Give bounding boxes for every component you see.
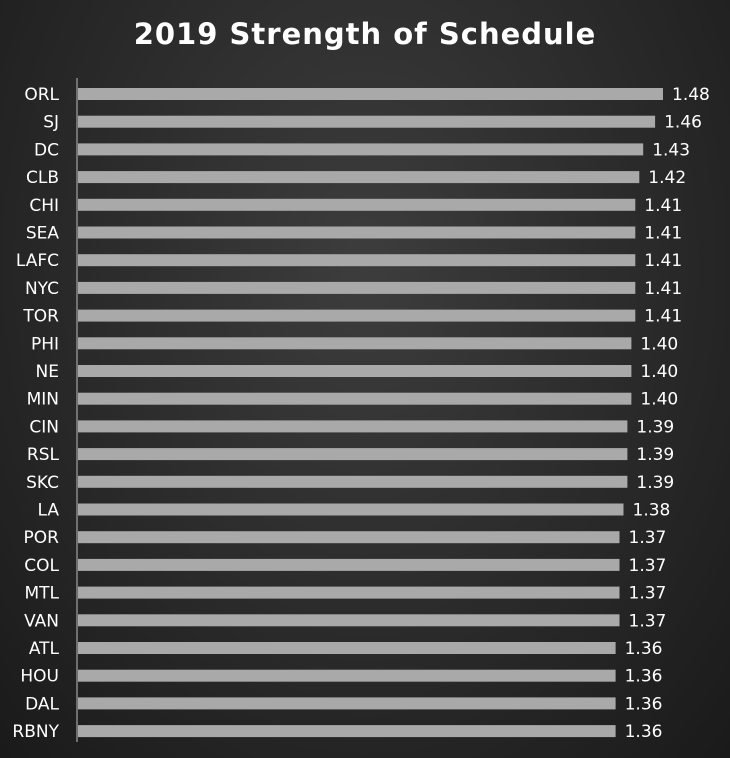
category-label-hou: HOU: [20, 667, 59, 687]
bar-rsl: [78, 448, 628, 461]
value-label-orl: 1.48: [672, 85, 710, 105]
bar-nyc: [78, 281, 636, 294]
value-label-lafc: 1.41: [644, 251, 682, 271]
value-label-tor: 1.41: [644, 307, 682, 327]
category-label-sea: SEA: [26, 224, 60, 244]
value-label-dal: 1.36: [625, 694, 663, 714]
bar-atl: [78, 642, 616, 654]
bar-chi: [78, 198, 636, 211]
bar-col: [78, 558, 620, 571]
value-label-hou: 1.36: [625, 667, 663, 687]
bar-sj: [78, 115, 656, 128]
value-label-dc: 1.43: [652, 140, 690, 160]
bar-dal: [78, 697, 616, 710]
bars-group: [78, 88, 663, 738]
value-label-van: 1.37: [629, 611, 667, 631]
value-label-atl: 1.36: [625, 639, 663, 659]
category-label-phi: PHI: [31, 334, 59, 354]
bar-skc: [78, 475, 628, 488]
value-label-la: 1.38: [633, 501, 671, 521]
category-labels-group: ORL SJ DC CLB CHI SEA LAFC NYC TOR PHI NE MIN CIN RSL…: [12, 85, 59, 742]
value-label-col: 1.37: [629, 556, 667, 576]
bar-sea: [78, 226, 636, 239]
value-label-clb: 1.42: [648, 168, 686, 188]
value-label-ne: 1.40: [640, 362, 678, 382]
category-label-lafc: LAFC: [16, 251, 59, 271]
value-labels-group: 1.48 1.46 1.43 1.42 1.41 1.41 1.41 1.41 1.41 1.40…: [625, 85, 710, 742]
category-label-ne: NE: [36, 362, 59, 382]
category-label-la: LA: [38, 501, 60, 521]
chart-title: 2019 Strength of Schedule: [134, 17, 597, 51]
category-label-chi: CHI: [29, 196, 59, 216]
bar-phi: [78, 337, 632, 350]
category-label-clb: CLB: [26, 168, 59, 188]
bar-dc: [78, 143, 644, 156]
value-label-min: 1.40: [640, 390, 678, 410]
bar-cin: [78, 420, 628, 433]
bar-clb: [78, 171, 640, 184]
value-label-skc: 1.39: [636, 473, 674, 493]
category-label-rsl: RSL: [27, 445, 60, 465]
category-label-min: MIN: [27, 390, 59, 410]
bar-mtl: [78, 586, 620, 599]
bar-hou: [78, 669, 616, 682]
category-label-cin: CIN: [29, 417, 59, 437]
category-label-rbny: RBNY: [12, 722, 59, 742]
value-label-cin: 1.39: [636, 417, 674, 437]
category-label-atl: ATL: [29, 639, 60, 659]
category-label-tor: TOR: [22, 307, 59, 327]
value-label-rsl: 1.39: [636, 445, 674, 465]
bar-la: [78, 503, 624, 516]
bar-por: [78, 531, 620, 544]
value-label-por: 1.37: [629, 528, 667, 548]
bar-orl: [78, 88, 663, 100]
category-label-skc: SKC: [26, 473, 59, 493]
category-label-mtl: MTL: [24, 584, 59, 604]
category-label-orl: ORL: [24, 85, 59, 105]
bar-tor: [78, 309, 636, 322]
bar-lafc: [78, 254, 636, 267]
category-label-nyc: NYC: [25, 279, 59, 299]
value-label-mtl: 1.37: [629, 584, 667, 604]
category-label-col: COL: [24, 556, 59, 576]
category-label-sj: SJ: [43, 113, 59, 133]
value-label-rbny: 1.36: [625, 722, 663, 742]
value-label-phi: 1.40: [640, 334, 678, 354]
value-label-sea: 1.41: [644, 224, 682, 244]
value-label-chi: 1.41: [644, 196, 682, 216]
category-label-por: POR: [24, 528, 60, 548]
bar-van: [78, 614, 620, 627]
value-label-sj: 1.46: [664, 113, 702, 133]
bar-ne: [78, 365, 632, 377]
value-label-nyc: 1.41: [644, 279, 682, 299]
category-label-van: VAN: [24, 611, 59, 631]
bar-min: [78, 392, 632, 405]
category-label-dal: DAL: [25, 694, 59, 714]
category-label-dc: DC: [34, 140, 59, 160]
bar-rbny: [78, 725, 616, 738]
